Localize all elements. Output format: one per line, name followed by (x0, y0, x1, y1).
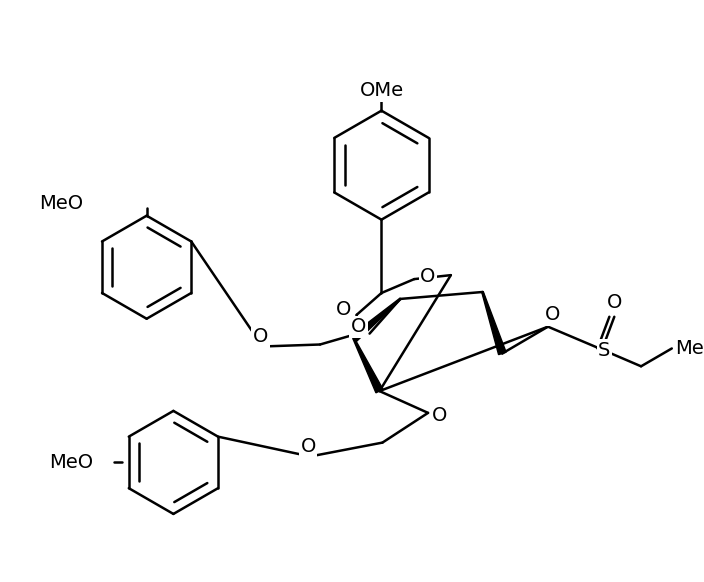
Text: O: O (336, 300, 351, 320)
Text: MeO: MeO (39, 194, 84, 214)
Polygon shape (353, 338, 383, 393)
Text: O: O (253, 327, 268, 346)
Text: O: O (607, 293, 622, 313)
Text: OMe: OMe (360, 81, 403, 100)
Text: O: O (301, 437, 316, 456)
Polygon shape (351, 299, 401, 342)
Text: S: S (598, 341, 610, 360)
Text: O: O (420, 267, 436, 286)
Text: MeO: MeO (49, 453, 94, 472)
Text: O: O (432, 406, 448, 425)
Polygon shape (482, 292, 506, 354)
Text: O: O (351, 317, 366, 336)
Text: O: O (545, 306, 560, 324)
Text: Me: Me (675, 339, 704, 358)
